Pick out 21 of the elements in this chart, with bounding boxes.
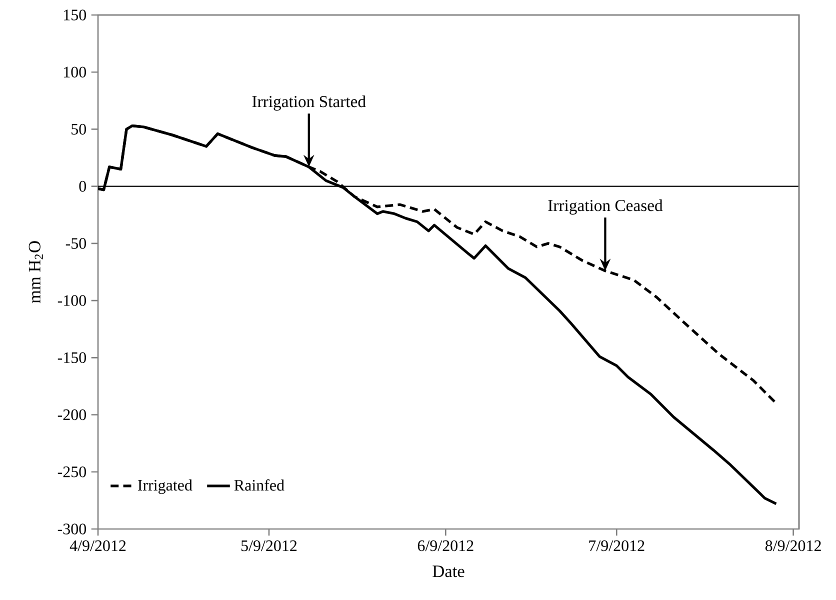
x-tick-label: 5/9/2012 bbox=[241, 540, 297, 552]
y-tick-label: -250 bbox=[58, 466, 86, 478]
y-tick-label: 150 bbox=[64, 10, 86, 20]
x-tick-label: 6/9/2012 bbox=[418, 540, 474, 552]
legend-label: Rainfed bbox=[234, 479, 284, 491]
annotation: Irrigation Ceased bbox=[548, 199, 663, 215]
y-tick-label: 50 bbox=[72, 124, 86, 135]
x-tick-label: 4/9/2012 bbox=[70, 540, 126, 552]
y-tick-label: -50 bbox=[66, 238, 86, 249]
y-tick-label: -200 bbox=[58, 409, 86, 420]
annotation: Irrigation Started bbox=[252, 95, 366, 111]
y-tick-label: -150 bbox=[58, 352, 86, 364]
x-tick-label: 7/9/2012 bbox=[589, 540, 644, 552]
x-tick-label: 8/9/2012 bbox=[765, 540, 821, 552]
x-axis-title: Date bbox=[432, 566, 464, 578]
y-tick-label: -100 bbox=[58, 295, 86, 306]
y-tick-label: 0 bbox=[79, 180, 86, 192]
y-tick-label: 100 bbox=[64, 66, 86, 78]
y-axis-title: mm H$_{2}$O bbox=[28, 241, 43, 304]
y-tick-label: -300 bbox=[58, 524, 86, 534]
legend-label: Irrigated bbox=[138, 479, 192, 494]
